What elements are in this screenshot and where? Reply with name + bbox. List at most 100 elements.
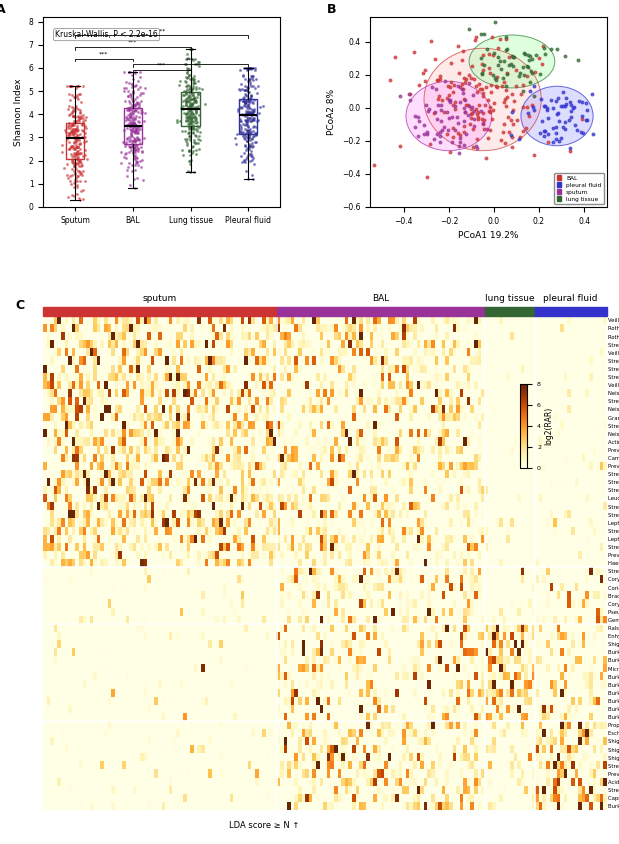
Point (71, 124, 80, 138)
Point (247, 109, 257, 122)
Point (558, 85, 568, 99)
Point (181, 98, 191, 111)
Point (67, 127, 77, 141)
Point (581, 113, 591, 127)
Point (242, 99, 252, 112)
Point (68, 116, 78, 130)
Point (248, 107, 258, 121)
Point (241, 114, 251, 127)
Point (241, 152, 251, 165)
Point (126, 116, 136, 130)
Point (131, 134, 141, 148)
Point (482, 80, 491, 94)
Point (448, 135, 457, 149)
Point (246, 89, 256, 102)
Point (448, 130, 458, 143)
Point (241, 142, 251, 155)
Point (136, 160, 145, 174)
Point (197, 83, 207, 96)
Point (127, 102, 137, 116)
Point (463, 108, 473, 122)
Point (125, 140, 135, 154)
Point (243, 149, 253, 162)
Point (436, 98, 446, 111)
Point (125, 111, 135, 124)
Point (247, 168, 257, 181)
Point (518, 125, 528, 138)
Point (127, 129, 137, 143)
Point (511, 62, 521, 76)
Point (129, 94, 139, 107)
Text: ***: *** (186, 57, 195, 62)
Point (249, 104, 259, 117)
Point (67, 117, 77, 131)
Point (132, 95, 142, 109)
Point (477, 82, 487, 95)
Point (76, 160, 85, 173)
Point (128, 134, 138, 148)
Point (133, 126, 143, 139)
Point (129, 149, 139, 163)
Point (124, 89, 134, 103)
Point (248, 103, 258, 116)
Point (119, 81, 129, 95)
Point (71, 166, 80, 180)
Point (249, 151, 259, 165)
Point (184, 121, 194, 134)
Point (128, 113, 137, 127)
Point (490, 15, 500, 29)
Point (131, 122, 141, 135)
Point (256, 100, 266, 113)
Point (116, 156, 126, 170)
Point (242, 134, 252, 148)
Point (127, 118, 137, 132)
Point (125, 111, 135, 124)
Point (128, 104, 137, 117)
Point (459, 114, 469, 127)
Point (459, 101, 469, 115)
Point (186, 42, 196, 56)
Point (501, 84, 511, 97)
Point (73, 92, 83, 106)
Point (189, 110, 199, 123)
Text: LDA score ≥ N ↑: LDA score ≥ N ↑ (229, 820, 299, 830)
Point (69, 136, 79, 149)
Point (127, 92, 137, 106)
Point (188, 99, 197, 112)
Point (131, 181, 141, 195)
Point (130, 104, 140, 117)
Point (194, 121, 204, 134)
Point (72, 144, 82, 158)
Point (552, 42, 562, 56)
Point (71, 81, 81, 95)
Point (77, 169, 87, 182)
Point (493, 41, 503, 55)
Point (410, 110, 420, 123)
Point (184, 89, 194, 103)
Point (458, 86, 468, 100)
Point (243, 63, 253, 77)
Point (128, 110, 138, 123)
Point (67, 118, 77, 132)
Point (124, 134, 134, 148)
Point (129, 117, 139, 131)
Point (121, 136, 131, 149)
Point (119, 139, 129, 153)
Point (130, 124, 140, 138)
Point (477, 67, 487, 80)
Point (244, 127, 254, 141)
Point (246, 143, 256, 157)
Point (246, 102, 256, 116)
Point (135, 66, 145, 79)
Point (240, 139, 250, 153)
Point (526, 84, 535, 98)
Point (69, 189, 79, 203)
Point (74, 87, 84, 100)
Point (181, 85, 191, 99)
Point (565, 144, 574, 158)
Point (459, 106, 469, 119)
Text: ***: *** (157, 62, 167, 68)
Point (134, 133, 144, 147)
Point (80, 113, 90, 127)
Bar (43, 306, 277, 316)
